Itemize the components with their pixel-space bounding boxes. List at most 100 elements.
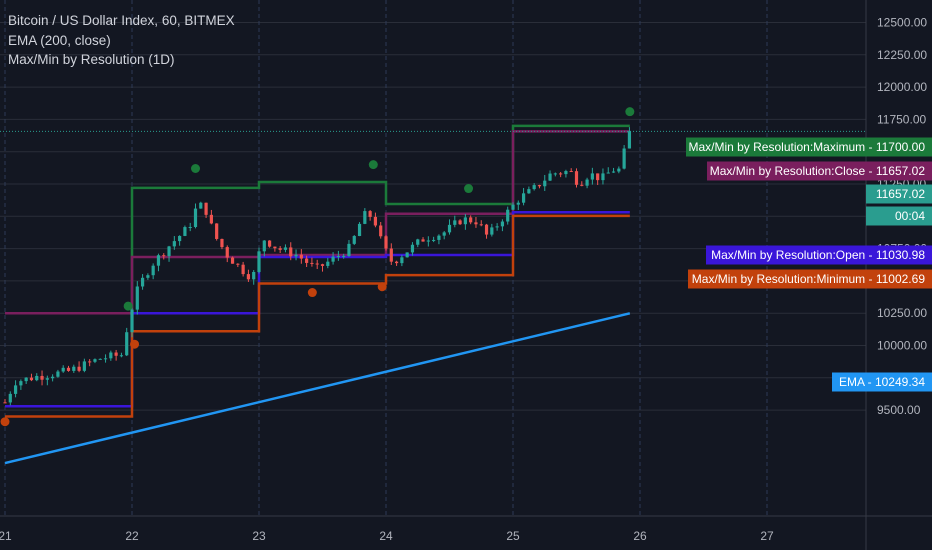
maximum-tag-label: Max/Min by Resolution:Maximum - 11700.00	[688, 140, 925, 154]
candle-body	[199, 202, 203, 209]
candle-body	[98, 358, 102, 360]
series-layer	[0, 124, 866, 465]
ema-line	[4, 312, 631, 465]
symbol-title[interactable]: Bitcoin / US Dollar Index, 60, BITMEX	[8, 13, 235, 28]
candle-body	[357, 223, 362, 237]
candle-body	[453, 220, 457, 225]
candle-body	[283, 247, 288, 250]
candle-body	[315, 263, 319, 265]
candle-body	[389, 248, 393, 262]
y-tick-label: 12500.00	[877, 16, 927, 30]
candle-body	[35, 375, 39, 381]
candle-body	[426, 240, 430, 242]
ema-legend[interactable]: EMA (200, close)	[8, 32, 111, 48]
candle-body	[617, 168, 621, 172]
candle-body	[162, 255, 166, 257]
candle-body	[553, 173, 557, 175]
candle-body	[548, 173, 552, 181]
candle-body	[72, 366, 76, 371]
candle-body	[379, 225, 383, 237]
candle-body	[13, 385, 18, 394]
candle-body	[267, 240, 272, 247]
candle-body	[167, 246, 171, 257]
candle-body	[88, 361, 92, 363]
candle-body	[109, 352, 113, 359]
candle-body	[193, 208, 198, 227]
candle-body	[564, 171, 568, 175]
x-tick-label: 23	[252, 529, 266, 543]
candle-body	[146, 275, 150, 278]
candle-body	[294, 254, 298, 257]
candle-body	[8, 393, 12, 403]
candle-body	[204, 202, 208, 215]
y-tick-label: 11750.00	[877, 112, 926, 126]
candle-body	[373, 216, 378, 226]
candle-body	[421, 239, 425, 242]
close-line	[5, 130, 630, 315]
candle-body	[61, 367, 65, 372]
candle-body	[611, 171, 616, 173]
candle-body	[3, 402, 7, 404]
pivot-dot-green	[191, 163, 200, 173]
candle-body	[331, 256, 335, 262]
candle-body	[40, 375, 44, 380]
candle-body	[29, 377, 34, 381]
candles	[3, 127, 632, 406]
countdown-tag	[866, 206, 932, 226]
open-tag-label: Max/Min by Resolution:Open - 11030.98	[711, 248, 925, 262]
x-tick-label: 24	[379, 529, 393, 543]
candle-body	[93, 359, 97, 362]
candle-body	[368, 211, 372, 217]
candle-body	[394, 261, 399, 264]
candle-body	[262, 240, 266, 252]
candle-body	[580, 184, 584, 186]
candle-body	[495, 226, 499, 228]
x-tick-label: 26	[633, 529, 647, 543]
candle-body	[590, 173, 594, 180]
candle-body	[305, 258, 309, 263]
candle-body	[606, 172, 610, 174]
candle-body	[527, 189, 531, 194]
price-tag	[866, 184, 932, 204]
ema-tag-label: EMA - 10249.34	[839, 375, 925, 389]
candle-body	[241, 264, 245, 275]
candle-body	[532, 185, 536, 190]
candle-body	[400, 257, 404, 264]
candle-body	[569, 171, 573, 173]
candle-body	[490, 227, 494, 235]
y-tick-label: 10000.00	[877, 339, 927, 353]
candle-body	[140, 277, 145, 287]
candle-body	[405, 252, 409, 258]
close-tag-label: Max/Min by Resolution:Close - 11657.02	[710, 164, 926, 178]
candle-body	[119, 355, 124, 357]
candle-body	[103, 358, 108, 360]
candle-body	[336, 255, 340, 257]
candle-body	[19, 381, 23, 386]
pivot-dots	[0, 107, 635, 427]
legend: Bitcoin / US Dollar Index, 60, BITMEX EM…	[8, 11, 235, 70]
candle-body	[215, 223, 219, 239]
open-tag	[706, 245, 932, 265]
candle-body	[574, 171, 579, 185]
candle-body	[299, 254, 303, 259]
indicator-legend[interactable]: Max/Min by Resolution (1D)	[8, 52, 175, 67]
candle-body	[559, 173, 563, 175]
candle-body	[125, 332, 129, 356]
candle-body	[236, 263, 240, 265]
candle-body	[432, 239, 436, 241]
y-tick-label: 10250.00	[877, 306, 927, 320]
y-tick-label: 12000.00	[877, 80, 927, 94]
price-tags: Max/Min by Resolution:Maximum - 11700.00…	[686, 137, 932, 392]
candle-body	[601, 173, 605, 181]
maximum-tag	[686, 137, 932, 157]
pivot-dot-green	[368, 160, 378, 170]
candle-body	[363, 211, 367, 224]
candle-body	[596, 173, 600, 181]
candle-body	[384, 236, 388, 249]
pivot-dot-orange	[0, 417, 10, 427]
candle-body	[537, 185, 542, 187]
candle-body	[320, 264, 325, 266]
candle-body	[45, 378, 49, 380]
candle-body	[326, 261, 330, 266]
